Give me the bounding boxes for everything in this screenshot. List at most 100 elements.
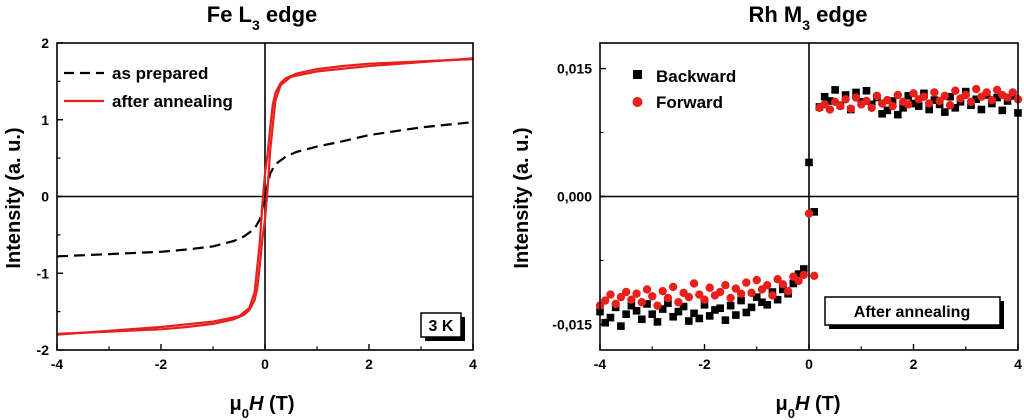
rh-point-forward bbox=[763, 280, 772, 290]
rh-point-backward bbox=[993, 93, 1001, 102]
rh-point-backward bbox=[648, 310, 657, 318]
rh-point-forward bbox=[601, 296, 610, 305]
rh-point-backward bbox=[998, 106, 1007, 115]
rh-point-forward bbox=[621, 287, 631, 297]
rh-point-forward bbox=[851, 93, 861, 102]
rh-point-backward bbox=[617, 322, 625, 330]
rh-point-backward bbox=[789, 279, 798, 288]
rh-point-forward bbox=[736, 289, 746, 298]
rh-point-backward bbox=[779, 285, 787, 294]
rh-point-forward bbox=[961, 90, 970, 100]
rh-point-backward bbox=[773, 295, 782, 304]
fe-x-tick-label: -4 bbox=[51, 356, 64, 372]
rh-point-forward bbox=[653, 301, 662, 310]
rh-point-forward bbox=[1003, 93, 1012, 102]
rh-point-backward bbox=[732, 311, 740, 319]
rh-point-backward bbox=[758, 298, 766, 307]
fe-l3-panel: Fe L3 edge Intensity (a. u.) μ0H (T) -4-… bbox=[3, 2, 477, 420]
rh-x-tick-label: 2 bbox=[910, 356, 918, 372]
rh-x-tick-label: 0 bbox=[805, 356, 813, 372]
rh-point-backward bbox=[862, 86, 871, 95]
rh-point-forward bbox=[627, 295, 636, 304]
rh-point-backward bbox=[658, 305, 667, 313]
rh-y-axis-label: Intensity (a. u.) bbox=[511, 127, 533, 268]
after-annealing-label: After annealing bbox=[854, 304, 970, 321]
legend-label-as-prepared: as prepared bbox=[112, 64, 208, 83]
rh-point-backward bbox=[894, 110, 902, 119]
rh-point-forward bbox=[966, 97, 976, 107]
rh-point-forward bbox=[825, 105, 835, 114]
rh-point-forward bbox=[663, 293, 673, 303]
rh-point-forward bbox=[945, 101, 955, 110]
rh-point-forward bbox=[632, 289, 641, 298]
rh-point-forward bbox=[778, 280, 788, 289]
fe-x-tick-label: -2 bbox=[155, 356, 168, 372]
rh-point-forward bbox=[794, 276, 803, 286]
rh-point-forward bbox=[695, 290, 704, 299]
rh-point-backward bbox=[606, 313, 615, 322]
rh-point-forward bbox=[804, 209, 814, 218]
fe-panel-title: Fe L3 edge bbox=[207, 2, 318, 33]
rh-y-tick-label: -0,015 bbox=[552, 316, 592, 332]
rh-point-forward bbox=[674, 298, 683, 307]
fe-y-tick-label: -2 bbox=[37, 342, 50, 358]
rh-point-forward bbox=[611, 299, 620, 309]
rh-point-forward bbox=[742, 278, 751, 287]
rh-point-backward bbox=[716, 304, 724, 313]
rh-point-forward bbox=[773, 275, 782, 284]
rh-m3-panel: Rh M3 edge Intensity (a. u.) μ0H (T) -4-… bbox=[511, 2, 1023, 420]
rh-point-backward bbox=[883, 106, 892, 115]
rh-point-forward bbox=[883, 95, 892, 105]
rh-point-backward bbox=[679, 302, 688, 311]
rh-point-backward bbox=[664, 299, 672, 307]
temperature-label: 3 K bbox=[429, 318, 454, 335]
rh-point-backward bbox=[852, 88, 860, 97]
legend-label-forward: Forward bbox=[656, 93, 723, 112]
rh-plot-area: -4 -2 0 2 4 -0,015 0,000 0,015 bbox=[552, 42, 1023, 372]
fe-x-axis-label: μ0H (T) bbox=[229, 393, 294, 420]
rh-point-forward bbox=[668, 282, 678, 292]
rh-point-backward bbox=[925, 105, 933, 114]
rh-point-forward bbox=[642, 285, 652, 294]
rh-point-backward bbox=[742, 308, 751, 317]
rh-point-backward bbox=[941, 108, 949, 116]
rh-point-backward bbox=[690, 309, 698, 318]
rh-point-backward bbox=[899, 104, 907, 112]
fe-series-line-0 bbox=[56, 121, 474, 258]
rh-point-forward bbox=[992, 85, 1002, 95]
rh-point-forward bbox=[648, 292, 657, 301]
fe-y-tick-label: 1 bbox=[41, 112, 49, 128]
rh-point-forward bbox=[752, 275, 761, 285]
rh-annotation-box: After annealing bbox=[824, 296, 1004, 329]
rh-x-tick-label: -4 bbox=[594, 356, 607, 372]
rh-point-backward bbox=[878, 109, 886, 118]
rh-point-backward bbox=[622, 310, 630, 318]
rh-point-backward bbox=[763, 301, 771, 309]
rh-point-backward bbox=[909, 99, 918, 108]
rh-panel-title: Rh M3 edge bbox=[748, 2, 867, 33]
rh-point-forward bbox=[893, 90, 903, 100]
rh-point-forward bbox=[799, 270, 808, 280]
fe-x-tick-label: 0 bbox=[261, 356, 269, 372]
rh-point-forward bbox=[658, 286, 667, 296]
legend-label-after-annealing: after annealing bbox=[112, 92, 233, 111]
rh-point-forward bbox=[715, 287, 725, 297]
rh-point-backward bbox=[643, 300, 651, 308]
rh-point-forward bbox=[783, 286, 793, 296]
rh-point-forward bbox=[987, 95, 997, 105]
rh-point-backward bbox=[726, 301, 735, 310]
rh-point-forward bbox=[606, 290, 615, 299]
rh-point-forward bbox=[1008, 88, 1017, 97]
rh-point-forward bbox=[726, 293, 735, 303]
rh-point-backward bbox=[653, 318, 662, 326]
rh-point-forward bbox=[684, 292, 694, 302]
rh-point-forward bbox=[810, 271, 819, 281]
rh-point-forward bbox=[904, 100, 913, 109]
rh-point-backward bbox=[711, 306, 719, 314]
rh-point-backward bbox=[685, 317, 693, 325]
fe-y-tick-label: 2 bbox=[41, 35, 49, 51]
rh-point-backward bbox=[810, 208, 819, 216]
rh-point-forward bbox=[972, 84, 981, 94]
rh-point-backward bbox=[951, 104, 960, 112]
